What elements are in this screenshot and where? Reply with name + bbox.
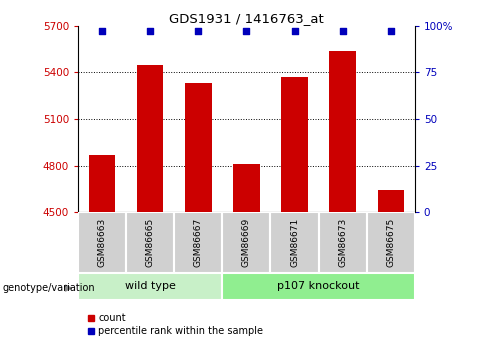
Point bbox=[194, 29, 202, 34]
Text: p107 knockout: p107 knockout bbox=[277, 282, 360, 291]
Bar bbox=[174, 212, 223, 273]
Bar bbox=[270, 212, 319, 273]
Legend: count, percentile rank within the sample: count, percentile rank within the sample bbox=[83, 309, 267, 340]
Point bbox=[339, 29, 346, 34]
Text: GSM86671: GSM86671 bbox=[290, 218, 299, 267]
Point bbox=[98, 29, 106, 34]
Bar bbox=[233, 164, 260, 212]
Bar bbox=[281, 77, 308, 212]
Text: GSM86675: GSM86675 bbox=[386, 218, 395, 267]
Point bbox=[291, 29, 299, 34]
Bar bbox=[223, 212, 270, 273]
Text: GSM86663: GSM86663 bbox=[98, 218, 107, 267]
Bar bbox=[185, 83, 212, 212]
Text: wild type: wild type bbox=[125, 282, 176, 291]
Bar bbox=[378, 190, 404, 212]
Text: GSM86667: GSM86667 bbox=[194, 218, 203, 267]
Text: genotype/variation: genotype/variation bbox=[2, 283, 95, 293]
Text: GSM86673: GSM86673 bbox=[338, 218, 347, 267]
Bar bbox=[78, 212, 126, 273]
Bar bbox=[137, 65, 163, 212]
Bar bbox=[366, 212, 415, 273]
Bar bbox=[319, 212, 366, 273]
Bar bbox=[223, 273, 415, 300]
Title: GDS1931 / 1416763_at: GDS1931 / 1416763_at bbox=[169, 12, 324, 25]
Text: GSM86669: GSM86669 bbox=[242, 218, 251, 267]
Point bbox=[146, 29, 154, 34]
Bar bbox=[126, 212, 174, 273]
Point bbox=[243, 29, 250, 34]
Point bbox=[387, 29, 395, 34]
Bar bbox=[89, 155, 115, 212]
Text: GSM86665: GSM86665 bbox=[146, 218, 155, 267]
Bar bbox=[329, 51, 356, 212]
Bar bbox=[78, 273, 223, 300]
